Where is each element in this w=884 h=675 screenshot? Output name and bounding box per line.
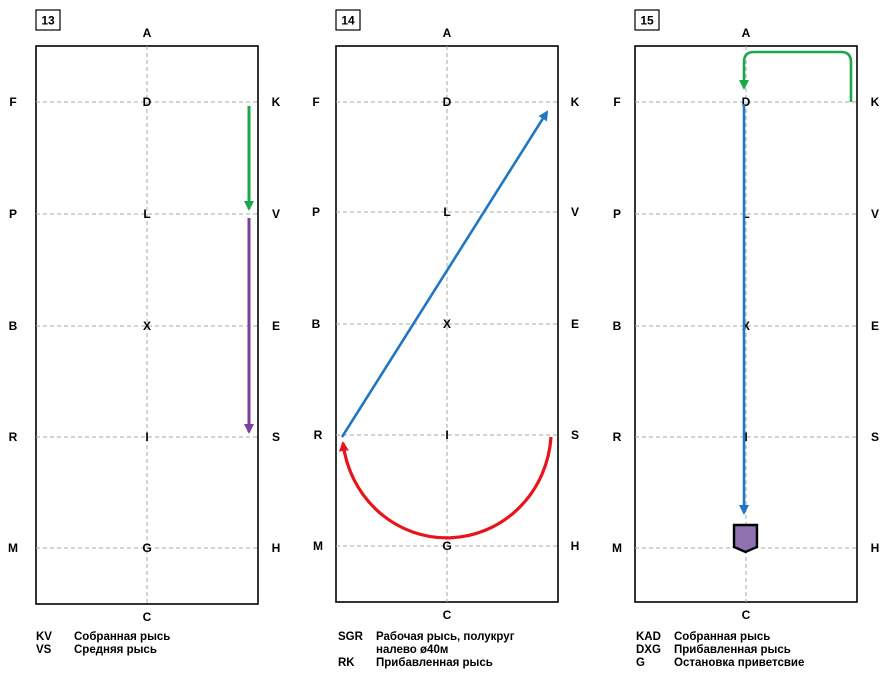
letter-r: R [613, 430, 622, 444]
figure-number: 15 [640, 14, 654, 28]
route-working-trot-half-circle [338, 436, 553, 540]
legend-text: Собранная рысь [74, 631, 171, 643]
letter-v: V [871, 207, 879, 221]
letter-d: D [443, 95, 452, 109]
legend-code: G [636, 657, 645, 669]
letter-d: D [742, 95, 751, 109]
letter-v: V [571, 205, 579, 219]
letter-a: A [742, 26, 751, 40]
letter-r: R [9, 430, 18, 444]
legend-text: Средняя рысь [74, 644, 157, 656]
letter-a: A [443, 26, 452, 40]
letter-k: K [571, 95, 580, 109]
letter-e: E [571, 317, 579, 331]
legend-row: RK Прибавленная рысь [338, 657, 493, 670]
letter-l: L [143, 207, 150, 221]
letter-f: F [613, 95, 620, 109]
letter-l: L [443, 205, 450, 219]
figure-15: 15 A C F P B R M K V E S H D L X I G [612, 9, 880, 622]
letter-k: K [871, 95, 880, 109]
letter-f: F [9, 95, 16, 109]
figure-number-box [335, 9, 361, 31]
legend-code: DXG [636, 644, 661, 656]
legend-text: Прибавленная рысь [674, 644, 791, 656]
letter-h: H [871, 541, 880, 555]
letter-g: G [442, 539, 451, 553]
letter-g: G [142, 541, 151, 555]
legend-text: Рабочая рысь, полукруг [376, 631, 515, 643]
letter-s: S [272, 430, 280, 444]
arena-gridlines [336, 46, 558, 602]
legend-row: VS Средняя рысь [36, 644, 157, 657]
legend-text: Прибавленная рысь [376, 657, 493, 669]
legend-code: KAD [636, 631, 661, 643]
letter-i: I [145, 430, 148, 444]
letter-b: B [312, 317, 321, 331]
legend-row: SGR Рабочая рысь, полукруг [338, 631, 514, 644]
legend-text: налево ø40м [376, 644, 449, 656]
letter-r: R [314, 428, 323, 442]
legend-code: SGR [338, 631, 363, 643]
letter-h: H [272, 541, 281, 555]
letter-s: S [871, 430, 879, 444]
figure-13: 13 A C F P B R M K V E S H D L X I G [8, 9, 281, 624]
letter-p: P [312, 205, 320, 219]
letter-x: X [143, 319, 151, 333]
letter-p: P [613, 207, 621, 221]
legend-code: KV [36, 631, 52, 643]
arena-gridlines [36, 46, 258, 604]
figure-number-box [634, 9, 660, 31]
letter-c: C [443, 608, 452, 622]
halt-salute-marker [732, 523, 759, 554]
figure-number-box [35, 9, 61, 31]
letter-c: C [143, 610, 152, 624]
figure-number: 13 [41, 14, 55, 28]
letter-c: C [742, 608, 751, 622]
letter-v: V [272, 207, 280, 221]
letter-i: I [445, 428, 448, 442]
letter-m: M [612, 541, 622, 555]
legend-row: KV Собранная рысь [36, 631, 170, 644]
legend-row: DXG Прибавленная рысь [636, 644, 791, 657]
legend-row: KAD Собранная рысь [636, 631, 770, 644]
letter-m: M [313, 539, 323, 553]
legend-row: G Остановка приветсвие [636, 657, 804, 670]
letter-x: X [742, 319, 750, 333]
letter-a: A [143, 26, 152, 40]
letter-d: D [143, 95, 152, 109]
letter-m: M [8, 541, 18, 555]
letter-b: B [9, 319, 18, 333]
letter-s: S [571, 428, 579, 442]
legend-text: Остановка приветсвие [674, 657, 805, 669]
letter-l: L [742, 207, 749, 221]
letter-f: F [312, 95, 319, 109]
legend-text: Собранная рысь [674, 631, 771, 643]
figure-14: 14 A C F P B R M K V E S H D L X I G [312, 9, 580, 622]
letter-x: X [443, 317, 451, 331]
letter-k: K [272, 95, 281, 109]
route-extended-trot-rk [340, 110, 549, 438]
legend-code: RK [338, 657, 355, 669]
letter-b: B [613, 319, 622, 333]
letter-h: H [571, 539, 580, 553]
letter-p: P [9, 207, 17, 221]
legend-row: налево ø40м [338, 644, 448, 657]
route-collected-trot-kad [739, 50, 853, 102]
letter-e: E [871, 319, 879, 333]
figure-number: 14 [341, 14, 355, 28]
letter-i: I [744, 430, 747, 444]
legend-code: VS [36, 644, 52, 656]
letter-e: E [272, 319, 280, 333]
